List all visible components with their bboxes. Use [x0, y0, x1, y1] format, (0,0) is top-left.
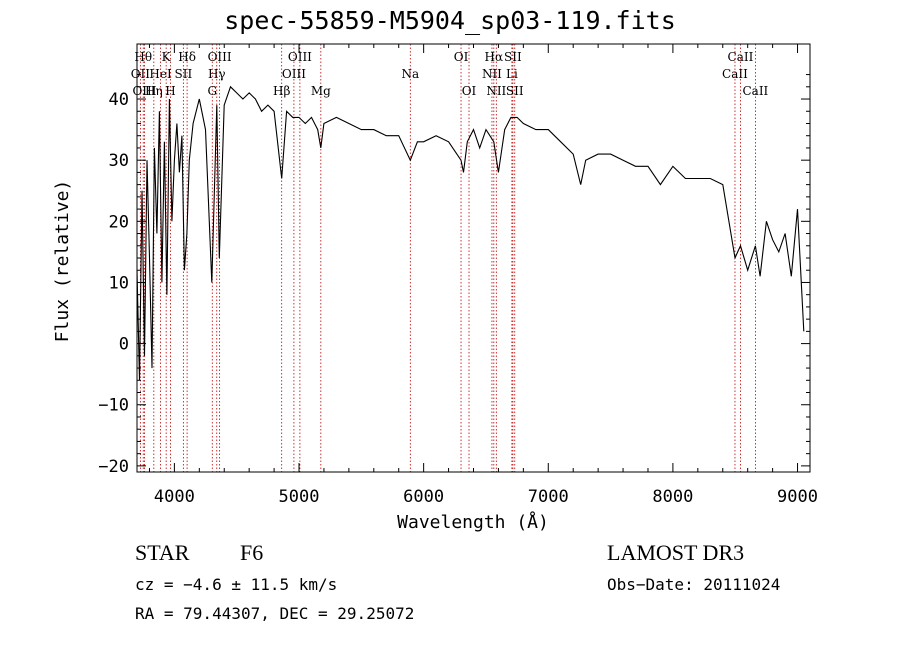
spectral-line-label: SII: [175, 67, 193, 81]
spectral-line-label: OIII: [282, 67, 306, 81]
y-tick-label: 20: [109, 212, 129, 232]
spectral-line-label: NII: [482, 67, 502, 81]
spectral-line-label: Na: [401, 67, 419, 81]
y-tick-label: 0: [119, 335, 129, 355]
spectral-line-label: OIII: [208, 50, 232, 64]
spectral-line-markers: [139, 44, 756, 472]
spectral-line-label: G: [207, 84, 217, 98]
spectral-line-label: Hα: [485, 50, 504, 64]
coordinates: RA = 79.44307, DEC = 29.25072: [135, 604, 415, 623]
spectral-line-label: Hβ: [273, 84, 290, 98]
spectral-line-label: SII: [506, 84, 524, 98]
spectral-line-label: NII: [486, 84, 506, 98]
x-tick-label: 8000: [652, 487, 693, 507]
spectrum-series: [136, 85, 805, 381]
spectral-line-label: CaII: [742, 84, 768, 98]
spectral-line-label: CaII: [722, 67, 748, 81]
spectral-line-label: Hθ: [134, 50, 152, 64]
x-tick-label: 6000: [403, 487, 444, 507]
spectral-line-label: OI: [462, 84, 477, 98]
spectral-line-label: OII: [131, 67, 151, 81]
y-tick-label: 40: [109, 90, 129, 110]
chart-title: spec-55859-M5904_sp03-119.fits: [224, 6, 676, 35]
y-tick-label: −20: [98, 457, 129, 477]
survey-name: LAMOST DR3: [607, 540, 745, 565]
spectral-line-label: HeI: [149, 67, 172, 81]
x-tick-label: 9000: [777, 487, 818, 507]
x-tick-label: 4000: [154, 487, 195, 507]
spectral-line-label: OIII: [288, 50, 312, 64]
y-tick-label: −10: [98, 396, 129, 416]
x-axis-label: Wavelength (Å): [397, 511, 549, 533]
spectral-line-label: CaII: [728, 50, 754, 64]
spectral-line-label: Li: [506, 67, 518, 81]
observation-date: Obs−Date: 20111024: [607, 575, 781, 594]
x-tick-label: 5000: [279, 487, 320, 507]
redshift-cz: cz = −4.6 ± 11.5 km/s: [135, 575, 338, 594]
spectral-line-label: Hδ: [178, 50, 196, 64]
x-tick-label: 7000: [528, 487, 569, 507]
spectral-line-label: OI: [454, 50, 469, 64]
spectral-line-label: K: [162, 50, 172, 64]
spectral-line-label: OIII: [132, 84, 156, 98]
spectral-line-label: Hη: [145, 84, 163, 98]
spectral-line-label: Hγ: [208, 67, 226, 81]
spectral-line-label: Mg: [311, 84, 331, 98]
spectral-line-label: SII: [504, 50, 522, 64]
axes: 4000 5000 6000 7000 8000 9000 −20 −10 0 10 20 30 40: [98, 44, 818, 507]
y-tick-label: 10: [109, 273, 129, 293]
y-axis-label: Flux (relative): [52, 180, 73, 343]
y-tick-label: 30: [109, 151, 129, 171]
object-type: STAR: [135, 540, 190, 565]
object-subclass: F6: [240, 540, 264, 565]
spectral-line-label: H: [165, 84, 175, 98]
plot-frame: [136, 43, 811, 473]
